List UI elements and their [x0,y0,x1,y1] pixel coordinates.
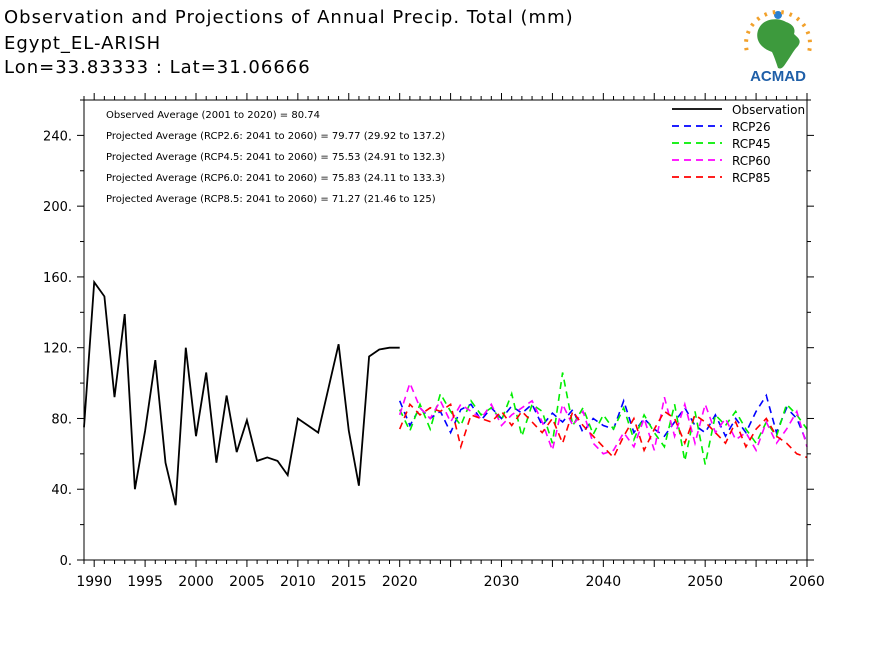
y-tick-label: 120. [43,342,72,357]
x-tick-label: 2050 [687,574,723,590]
x-tick-label: 2020 [382,574,418,590]
y-tick-label: 160. [43,271,72,286]
x-tick-label: 2010 [280,574,316,590]
annotation-line: Projected Average (RCP2.6: 2041 to 2060)… [106,131,445,142]
legend-label: RCP45 [732,137,771,151]
annotation-line: Projected Average (RCP8.5: 2041 to 2060)… [106,194,436,205]
y-tick-label: 200. [43,200,72,215]
x-tick-label: 2005 [229,574,265,590]
series-line-rcp60 [398,380,808,455]
legend-label: RCP60 [732,154,771,168]
x-tick-label: 2015 [331,574,367,590]
series-line-rcp85 [398,402,808,459]
africa-map-icon [744,10,812,69]
series-line-rcp45 [398,372,808,465]
x-tick-label: 1995 [127,574,163,590]
location-label: Egypt_EL-ARISH [4,33,162,54]
x-tick-label: 1990 [76,574,112,590]
y-tick-label: 40. [51,483,72,498]
acmad-logo-text: ACMAD [750,68,806,85]
y-tick-label: 0. [60,554,72,569]
legend-label: RCP26 [732,120,771,134]
coordinates-label: Lon=33.83333 : Lat=31.06666 [4,57,311,78]
x-tick-label: 2000 [178,574,214,590]
chart-title: Observation and Projections of Annual Pr… [4,7,574,28]
series-line-rcp26 [398,393,808,444]
series-line-observation [83,279,400,506]
legend-label: Observation [732,103,805,117]
y-tick-label: 80. [51,412,72,427]
y-tick-label: 240. [43,129,72,144]
x-tick-label: 2060 [789,574,825,590]
annotation-line: Observed Average (2001 to 2020) = 80.74 [106,110,320,121]
annotation-line: Projected Average (RCP6.0: 2041 to 2060)… [106,173,445,184]
legend-label: RCP85 [732,171,771,185]
x-tick-label: 2040 [586,574,622,590]
x-tick-label: 2030 [484,574,520,590]
plot-frame [83,99,808,561]
acmad-logo: ACMAD [744,10,812,85]
annotation-line: Projected Average (RCP4.5: 2041 to 2060)… [106,152,445,163]
